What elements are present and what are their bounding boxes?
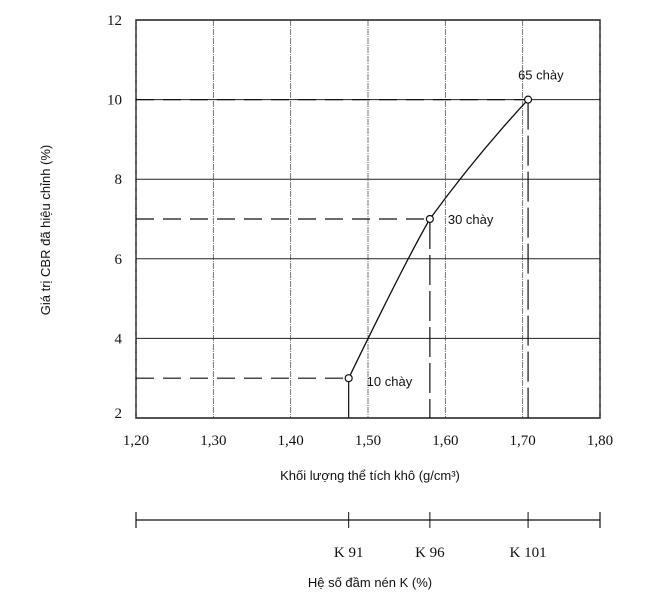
x-tick-label: 1,40: [278, 433, 304, 449]
y-tick-label: 4: [115, 331, 123, 347]
k-tick-label: K 96: [415, 545, 445, 561]
data-point: [425, 214, 434, 224]
y-axis-label: Giá trị CBR đã hiệu chỉnh (%): [38, 145, 53, 316]
data-label: 10 chày: [367, 374, 413, 389]
x-tick-label: 1,70: [510, 433, 536, 449]
data-label: 65 chày: [518, 68, 564, 83]
data-point: [523, 95, 533, 104]
x-tick-label: 1,50: [355, 433, 381, 449]
tick-labels: 1,20 1,30 1,40 1,50 1,60 1,70 1,80 2 4 6 8 10 12: [107, 13, 613, 449]
data-point: [344, 374, 353, 383]
k-axis: K 91 K 96 K 101: [135, 512, 601, 561]
x-tick-label: 1,60: [432, 433, 458, 449]
k-tick-label: K 91: [334, 545, 364, 561]
x-tick-label: 1,80: [587, 433, 613, 449]
k-tick-label: K 101: [510, 545, 547, 561]
y-tick-label: 12: [107, 13, 122, 29]
x-tick-label: 1,20: [123, 433, 149, 449]
series: 10 chày 30 chày 65 chày: [136, 68, 564, 418]
y-tick-label: 10: [107, 93, 122, 109]
y-tick-label: 2: [115, 406, 123, 422]
y-tick-label: 8: [115, 172, 123, 188]
x-axis-label: Khối lượng thể tích khô (g/cm³): [280, 468, 460, 483]
y-tick-label: 6: [115, 252, 123, 268]
x-tick-label: 1,30: [200, 433, 226, 449]
k-axis-label: Hệ số đầm nén K (%): [308, 575, 432, 590]
series-line: [348, 99, 529, 379]
data-label: 30 chày: [448, 212, 494, 227]
